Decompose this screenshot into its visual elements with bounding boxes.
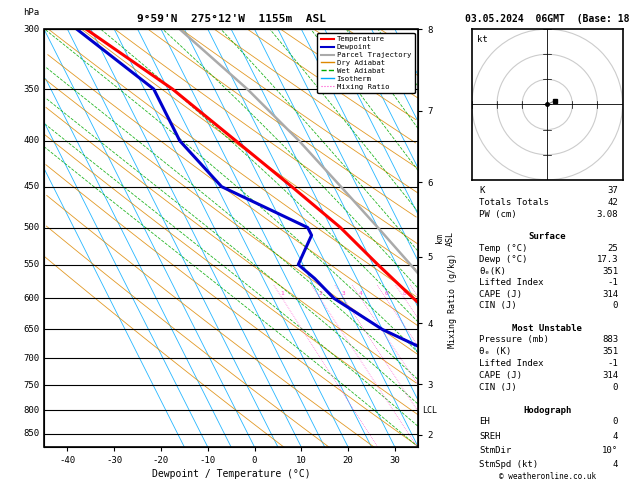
- Text: 550: 550: [23, 260, 40, 269]
- Legend: Temperature, Dewpoint, Parcel Trajectory, Dry Adiabat, Wet Adiabat, Isotherm, Mi: Temperature, Dewpoint, Parcel Trajectory…: [317, 33, 415, 93]
- Text: LCL: LCL: [422, 406, 437, 415]
- Text: hPa: hPa: [23, 8, 40, 17]
- Text: Lifted Index: Lifted Index: [479, 359, 544, 368]
- Text: SREH: SREH: [479, 432, 501, 440]
- Text: 314: 314: [602, 290, 618, 298]
- Text: 314: 314: [602, 371, 618, 381]
- Text: kt: kt: [477, 35, 487, 44]
- Text: 17.3: 17.3: [597, 256, 618, 264]
- Text: 350: 350: [23, 85, 40, 93]
- Text: 300: 300: [23, 25, 40, 34]
- Text: θₑ (K): θₑ (K): [479, 347, 511, 356]
- Text: 700: 700: [23, 354, 40, 363]
- Text: 800: 800: [23, 406, 40, 415]
- Y-axis label: km
ASL: km ASL: [435, 231, 455, 245]
- Text: Most Unstable: Most Unstable: [512, 324, 582, 333]
- Text: EH: EH: [479, 417, 490, 426]
- Text: PW (cm): PW (cm): [479, 210, 517, 219]
- Text: K: K: [479, 186, 485, 195]
- Text: Hodograph: Hodograph: [523, 406, 571, 415]
- Text: Temp (°C): Temp (°C): [479, 244, 528, 253]
- Text: CAPE (J): CAPE (J): [479, 290, 522, 298]
- X-axis label: Dewpoint / Temperature (°C): Dewpoint / Temperature (°C): [152, 469, 311, 479]
- Text: 0: 0: [613, 383, 618, 393]
- Text: 400: 400: [23, 137, 40, 145]
- Text: Pressure (mb): Pressure (mb): [479, 335, 549, 344]
- Text: 4: 4: [613, 460, 618, 469]
- Text: -1: -1: [608, 359, 618, 368]
- Text: 42: 42: [608, 198, 618, 207]
- Text: StmDir: StmDir: [479, 446, 511, 455]
- Text: 650: 650: [23, 325, 40, 334]
- Text: 3: 3: [342, 291, 345, 296]
- Text: Mixing Ratio (g/kg): Mixing Ratio (g/kg): [448, 253, 457, 348]
- Text: 750: 750: [23, 381, 40, 390]
- Text: 1: 1: [281, 291, 284, 296]
- Text: StmSpd (kt): StmSpd (kt): [479, 460, 538, 469]
- Text: 25: 25: [608, 244, 618, 253]
- Text: -1: -1: [608, 278, 618, 287]
- Text: 500: 500: [23, 223, 40, 232]
- Text: 0: 0: [613, 301, 618, 310]
- Text: 351: 351: [602, 347, 618, 356]
- Text: © weatheronline.co.uk: © weatheronline.co.uk: [499, 472, 596, 481]
- Text: Totals Totals: Totals Totals: [479, 198, 549, 207]
- Text: 37: 37: [608, 186, 618, 195]
- Text: 2: 2: [318, 291, 322, 296]
- Text: 850: 850: [23, 429, 40, 438]
- Text: 10°: 10°: [602, 446, 618, 455]
- Text: 450: 450: [23, 182, 40, 191]
- Text: 351: 351: [602, 267, 618, 276]
- Text: 8: 8: [403, 291, 406, 296]
- Text: CAPE (J): CAPE (J): [479, 371, 522, 381]
- Text: 3.08: 3.08: [597, 210, 618, 219]
- Text: 600: 600: [23, 294, 40, 303]
- Text: Lifted Index: Lifted Index: [479, 278, 544, 287]
- Text: θₑ(K): θₑ(K): [479, 267, 506, 276]
- Text: 4: 4: [359, 291, 363, 296]
- Text: Surface: Surface: [528, 232, 566, 241]
- Text: 0: 0: [613, 417, 618, 426]
- Text: CIN (J): CIN (J): [479, 383, 517, 393]
- Text: 4: 4: [613, 432, 618, 440]
- Text: 03.05.2024  06GMT  (Base: 18): 03.05.2024 06GMT (Base: 18): [465, 14, 629, 24]
- Text: Dewp (°C): Dewp (°C): [479, 256, 528, 264]
- Text: CIN (J): CIN (J): [479, 301, 517, 310]
- Text: 883: 883: [602, 335, 618, 344]
- Text: 6: 6: [384, 291, 388, 296]
- Text: 9°59'N  275°12'W  1155m  ASL: 9°59'N 275°12'W 1155m ASL: [136, 14, 326, 24]
